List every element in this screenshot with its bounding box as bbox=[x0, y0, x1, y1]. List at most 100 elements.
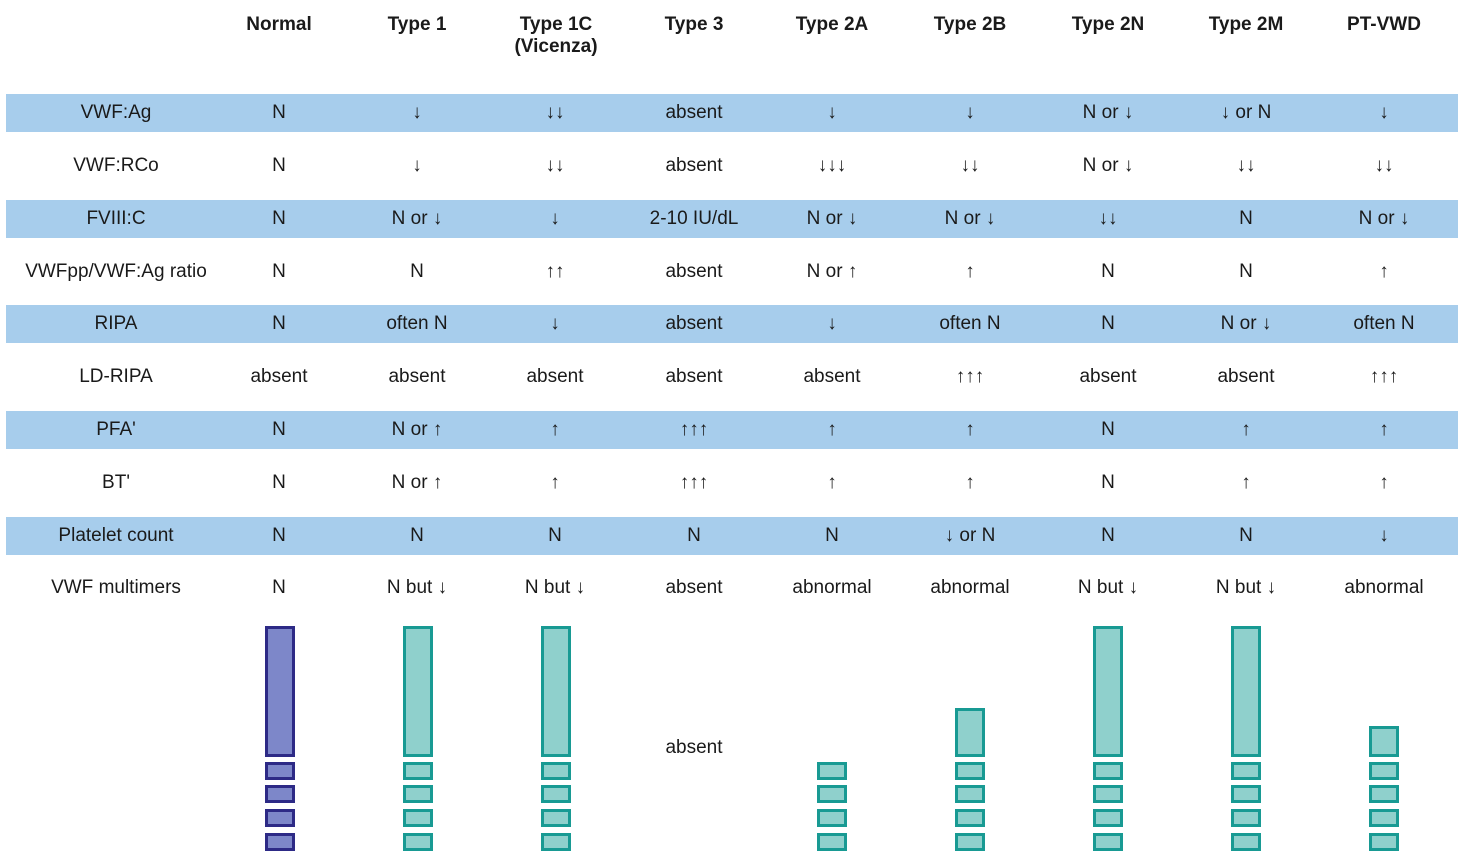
table-cell: N or ↓ bbox=[1220, 313, 1272, 334]
table-cell: ↓ bbox=[550, 208, 560, 229]
table-cell: N bbox=[548, 525, 562, 546]
multimer-band bbox=[1231, 785, 1261, 803]
multimer-high-molecular-band bbox=[1093, 626, 1123, 757]
multimer-lane bbox=[817, 620, 847, 858]
row-label: PFA' bbox=[96, 419, 136, 440]
multimer-band bbox=[817, 785, 847, 803]
table-cell: absent bbox=[526, 366, 584, 387]
table-cell: ↑ bbox=[1379, 261, 1389, 282]
table-row: VWFpp/VWF:Ag ratio N N ↑↑ absent N or ↑ ↑ N N ↑ bbox=[6, 253, 1458, 291]
multimer-lane bbox=[265, 620, 295, 858]
multimer-band bbox=[955, 762, 985, 780]
table-cell: N or ↑ bbox=[391, 472, 443, 493]
table-cell: absent bbox=[665, 155, 723, 176]
table-cell: ↓ bbox=[412, 155, 422, 176]
table-cell: N bbox=[1101, 525, 1115, 546]
table-cell: 2-10 IU/dL bbox=[649, 208, 739, 229]
table-cell: ↓↓ bbox=[1374, 155, 1394, 176]
table-cell: N bbox=[272, 525, 286, 546]
table-row: VWF:Ag N ↓ ↓↓ absent ↓ ↓ N or ↓ ↓ or N ↓ bbox=[6, 94, 1458, 132]
table-cell: absent bbox=[250, 366, 308, 387]
multimer-band bbox=[1093, 785, 1123, 803]
row-label: FVIII:C bbox=[86, 208, 146, 229]
column-header-pt-vwd: PT-VWD bbox=[1347, 14, 1421, 35]
multimer-band bbox=[1093, 762, 1123, 780]
multimer-band bbox=[265, 762, 295, 780]
multimer-band bbox=[1369, 809, 1399, 827]
table-cell: N bbox=[1101, 419, 1115, 440]
table-cell: ↑ bbox=[827, 419, 837, 440]
multimer-lane bbox=[403, 620, 433, 858]
multimer-band bbox=[1231, 809, 1261, 827]
multimer-high-molecular-band bbox=[1231, 626, 1261, 757]
table-cell: ↑ bbox=[1379, 472, 1389, 493]
multimer-band bbox=[403, 833, 433, 851]
table-cell: N bbox=[272, 208, 286, 229]
table-row: LD-RIPA absent absent absent absent absent ↑↑↑… bbox=[6, 358, 1458, 396]
multimer-band bbox=[955, 809, 985, 827]
multimer-band bbox=[1231, 833, 1261, 851]
table-cell: ↑ bbox=[550, 472, 560, 493]
table-cell: often N bbox=[1353, 313, 1415, 334]
table-cell: N bbox=[272, 419, 286, 440]
table-cell: often N bbox=[939, 313, 1001, 334]
multimer-pattern-area bbox=[0, 620, 1458, 858]
table-cell: N but ↓ bbox=[1215, 577, 1277, 598]
table-cell: N bbox=[1239, 208, 1253, 229]
table-cell: ↑ bbox=[550, 419, 560, 440]
table-cell: absent bbox=[1217, 366, 1275, 387]
multimer-band bbox=[1231, 762, 1261, 780]
table-cell: N bbox=[1239, 525, 1253, 546]
table-cell: N bbox=[272, 102, 286, 123]
table-cell: ↓ bbox=[1379, 525, 1389, 546]
table-cell: ↓↓ bbox=[545, 155, 565, 176]
multimer-absent-label: absent bbox=[665, 737, 723, 758]
table-cell: ↓ or N bbox=[944, 525, 996, 546]
multimer-band bbox=[541, 762, 571, 780]
table-cell: N but ↓ bbox=[1077, 577, 1139, 598]
table-row: PFA' N N or ↑ ↑ ↑↑↑ ↑ ↑ N ↑ ↑ bbox=[6, 411, 1458, 449]
table-cell: ↑ bbox=[827, 472, 837, 493]
table-cell: N or ↓ bbox=[1082, 102, 1134, 123]
table-cell: ↑ bbox=[1241, 419, 1251, 440]
column-header-type-2n: Type 2N bbox=[1071, 14, 1145, 35]
multimer-band bbox=[541, 833, 571, 851]
table-cell: ↑ bbox=[965, 261, 975, 282]
table-cell: abnormal bbox=[792, 577, 872, 598]
table-cell: ↑ bbox=[1379, 419, 1389, 440]
column-header-type-1c: Type 1C (Vicenza) bbox=[514, 14, 598, 57]
multimer-band bbox=[955, 833, 985, 851]
table-cell: absent bbox=[665, 313, 723, 334]
multimer-band bbox=[1093, 809, 1123, 827]
row-label: VWF:RCo bbox=[73, 155, 159, 176]
multimer-band bbox=[955, 785, 985, 803]
table-cell: ↑ bbox=[965, 472, 975, 493]
multimer-band bbox=[817, 809, 847, 827]
table-cell: ↓ bbox=[412, 102, 422, 123]
table-cell: ↓ bbox=[550, 313, 560, 334]
table-cell: ↓ bbox=[1379, 102, 1389, 123]
table-cell: ↓ or N bbox=[1220, 102, 1272, 123]
column-header-type-2b: Type 2B bbox=[933, 14, 1007, 35]
multimer-band bbox=[403, 809, 433, 827]
multimer-lane bbox=[1231, 620, 1261, 858]
multimer-band bbox=[1093, 833, 1123, 851]
table-row: Platelet count N N N N N ↓ or N N N ↓ bbox=[6, 517, 1458, 555]
table-cell: N but ↓ bbox=[524, 577, 586, 598]
row-label: RIPA bbox=[94, 313, 138, 334]
table-cell: absent bbox=[665, 366, 723, 387]
table-cell: ↓↓ bbox=[545, 102, 565, 123]
column-header-row: Normal Type 1 Type 1C (Vicenza) Type 3 T… bbox=[0, 14, 1458, 74]
table-cell: abnormal bbox=[930, 577, 1010, 598]
table-cell: ↑↑ bbox=[545, 261, 565, 282]
table-cell: ↑↑↑ bbox=[1369, 366, 1399, 387]
table-cell: absent bbox=[665, 102, 723, 123]
multimer-band bbox=[817, 833, 847, 851]
multimer-high-molecular-band bbox=[403, 626, 433, 757]
table-cell: N bbox=[1101, 472, 1115, 493]
multimer-band bbox=[541, 785, 571, 803]
table-cell: absent bbox=[388, 366, 446, 387]
table-cell: ↑↑↑ bbox=[679, 472, 709, 493]
row-label: VWFpp/VWF:Ag ratio bbox=[25, 261, 207, 282]
table-cell: absent bbox=[665, 577, 723, 598]
